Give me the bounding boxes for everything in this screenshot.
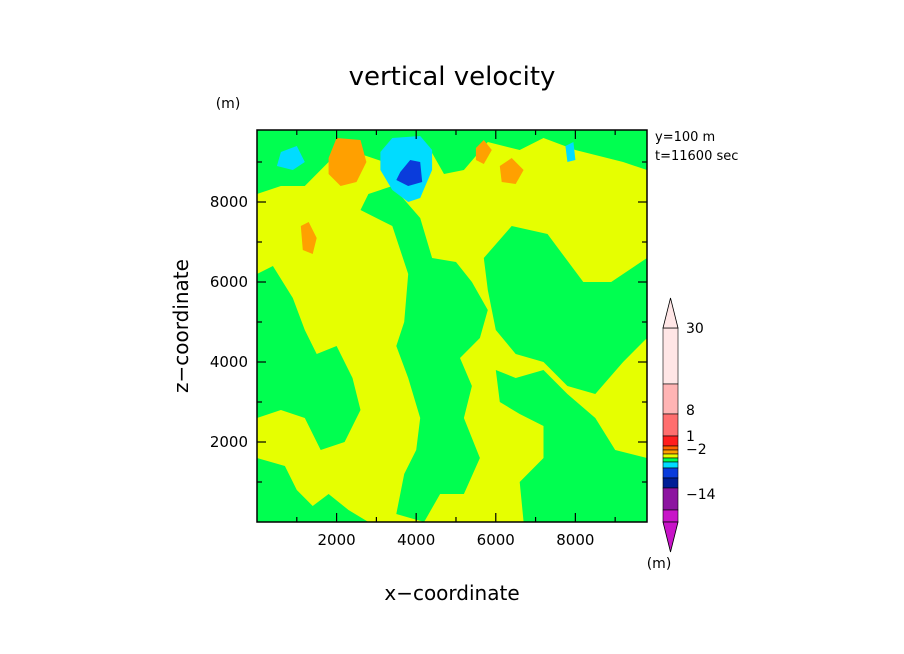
contour-region-green-3 — [495, 370, 647, 522]
contour-region-cyan-8 — [276, 146, 305, 170]
plot-frame — [256, 129, 648, 523]
colorbar-label: −2 — [686, 442, 707, 458]
colorbar-swatch — [662, 461, 679, 469]
contour-region-blue-7 — [396, 160, 423, 186]
colorbar-label: 1 — [686, 429, 695, 445]
x-tick-label: 8000 — [556, 531, 594, 549]
contour-region-green-2 — [360, 186, 488, 522]
axis-ticks — [257, 130, 647, 522]
y-axis-label: z−coordinate — [169, 259, 193, 393]
colorbar-label: 30 — [686, 321, 704, 337]
colorbar-swatch — [662, 445, 679, 451]
x-tick-label: 4000 — [397, 531, 435, 549]
y-unit-label: (m) — [216, 96, 241, 112]
colorbar-labels: 30 8 1−2 −14 — [686, 321, 716, 503]
contour-field — [257, 130, 647, 522]
x-tick-label: 6000 — [477, 531, 515, 549]
y-tick-label: 4000 — [210, 353, 248, 371]
contour-region-cyan-9 — [565, 142, 576, 162]
colorbar-label: −14 — [686, 487, 716, 503]
contour-region-orange-11 — [475, 140, 492, 164]
colorbar-label: 8 — [686, 403, 695, 419]
contour-region-orange-12 — [499, 158, 524, 184]
colorbar-swatch — [662, 467, 679, 479]
colorbar-swatch — [662, 487, 679, 511]
colorbar-top-arrow — [662, 297, 679, 329]
chart-title: vertical velocity — [349, 62, 556, 92]
x-tick-labels: 2000 4000 6000 8000 — [317, 531, 594, 549]
colorbar-swatch — [662, 449, 679, 455]
colorbar-swatch — [662, 327, 679, 385]
contour-region-green-0 — [257, 266, 361, 450]
y-tick-label: 8000 — [210, 193, 248, 211]
colorbar-bottom-arrow — [662, 521, 679, 553]
colorbar-unit-label: (m) — [647, 556, 672, 572]
colorbar-swatch — [662, 435, 679, 447]
colorbar-swatch — [662, 413, 679, 437]
colorbar-swatch — [662, 477, 679, 489]
contour-region-green-1 — [257, 458, 369, 522]
colorbar-swatch — [662, 383, 679, 415]
colorbar-swatch — [662, 509, 679, 523]
annotation-y-level: y=100 m — [655, 130, 715, 145]
contour-region-orange-10 — [328, 138, 367, 186]
annotation-time: t=11600 sec — [655, 149, 738, 164]
colorbar-swatch — [662, 453, 679, 459]
x-tick-label: 2000 — [317, 531, 355, 549]
colorbar-swatch — [662, 457, 679, 463]
y-tick-label: 2000 — [210, 433, 248, 451]
y-tick-label: 6000 — [210, 273, 248, 291]
y-tick-labels: 2000 4000 6000 8000 — [210, 193, 248, 451]
contour-region-green-4 — [483, 226, 647, 394]
x-axis-label: x−coordinate — [384, 581, 519, 605]
contour-region-orange-13 — [300, 222, 317, 254]
colorbar — [662, 297, 679, 553]
